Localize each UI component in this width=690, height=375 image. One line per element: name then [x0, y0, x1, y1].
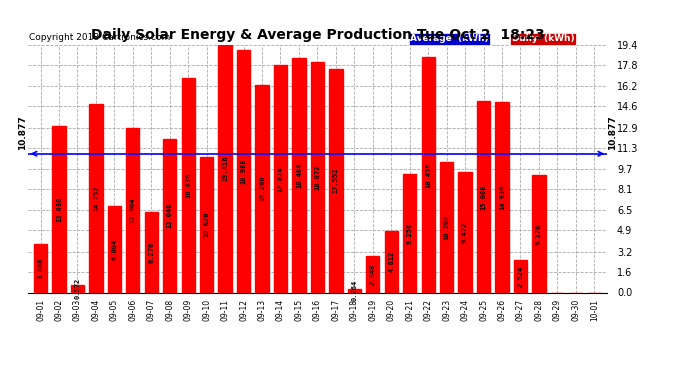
- Text: 14.936: 14.936: [499, 184, 505, 210]
- Text: 19.416: 19.416: [222, 156, 228, 182]
- Text: 10.877: 10.877: [608, 115, 617, 150]
- Bar: [163, 139, 177, 292]
- Text: 12.040: 12.040: [167, 203, 172, 228]
- Text: 6.276: 6.276: [148, 242, 155, 263]
- Bar: [34, 244, 47, 292]
- Bar: [532, 176, 546, 292]
- Text: 17.824: 17.824: [277, 166, 284, 192]
- Text: 2.848: 2.848: [370, 264, 376, 285]
- Bar: [495, 102, 509, 292]
- Bar: [403, 174, 416, 292]
- Text: 16.280: 16.280: [259, 176, 265, 201]
- Text: 13.080: 13.080: [56, 196, 62, 222]
- Text: 18.404: 18.404: [296, 162, 302, 188]
- Text: 15.008: 15.008: [480, 184, 486, 210]
- Bar: [329, 69, 342, 292]
- Bar: [89, 104, 103, 292]
- Bar: [145, 212, 158, 292]
- Text: 18.988: 18.988: [241, 159, 246, 184]
- Text: 17.552: 17.552: [333, 168, 339, 193]
- Text: 6.804: 6.804: [111, 238, 117, 260]
- Bar: [108, 206, 121, 292]
- Bar: [514, 260, 527, 292]
- Bar: [366, 256, 380, 292]
- Bar: [126, 128, 139, 292]
- Title: Daily Solar Energy & Average Production Tue Oct 2  18:23: Daily Solar Energy & Average Production …: [90, 28, 544, 42]
- Bar: [237, 50, 250, 292]
- Text: 0.572: 0.572: [75, 278, 81, 300]
- Text: 16.836: 16.836: [185, 172, 191, 198]
- Bar: [71, 285, 84, 292]
- Text: 14.752: 14.752: [93, 186, 99, 211]
- Bar: [181, 78, 195, 292]
- Text: 18.456: 18.456: [425, 162, 431, 188]
- Text: 18.072: 18.072: [315, 165, 320, 190]
- Text: 12.904: 12.904: [130, 197, 136, 223]
- Text: 9.472: 9.472: [462, 222, 468, 243]
- Bar: [219, 45, 232, 292]
- Bar: [440, 162, 453, 292]
- Bar: [384, 231, 398, 292]
- Bar: [52, 126, 66, 292]
- Text: 10.200: 10.200: [444, 214, 450, 240]
- Bar: [274, 65, 287, 292]
- Bar: [293, 58, 306, 292]
- Bar: [477, 101, 490, 292]
- Bar: [458, 172, 472, 292]
- Text: 9.176: 9.176: [536, 224, 542, 245]
- Text: Copyright 2018 Cartronics.com: Copyright 2018 Cartronics.com: [28, 33, 170, 42]
- Bar: [200, 157, 213, 292]
- Text: 0.264: 0.264: [351, 280, 357, 302]
- Bar: [255, 85, 268, 292]
- Bar: [348, 289, 361, 292]
- Text: 9.256: 9.256: [406, 223, 413, 244]
- Text: Daily  (kWh): Daily (kWh): [511, 34, 574, 44]
- Text: 4.812: 4.812: [388, 251, 394, 272]
- Text: 2.524: 2.524: [518, 266, 524, 287]
- Bar: [310, 62, 324, 292]
- Text: 10.628: 10.628: [204, 212, 210, 237]
- Text: 3.808: 3.808: [37, 258, 43, 279]
- Text: Average  (kWh): Average (kWh): [410, 34, 489, 44]
- Text: 10.877: 10.877: [18, 115, 27, 150]
- Bar: [422, 57, 435, 292]
